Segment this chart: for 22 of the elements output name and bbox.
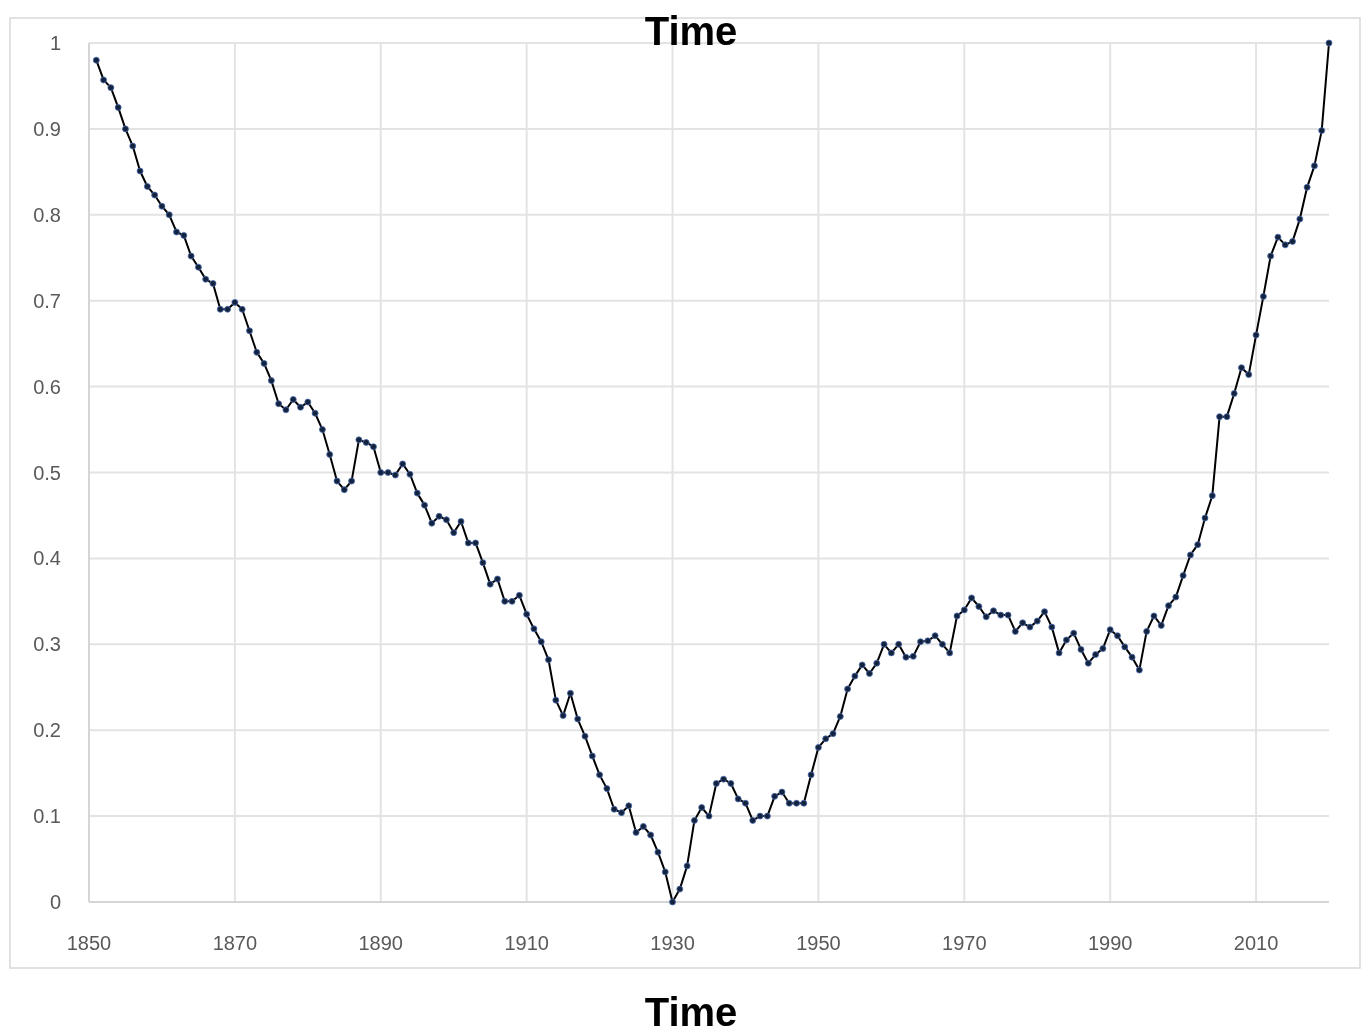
x-tick-label: 1950 [796,932,841,954]
y-tick-label: 0.2 [33,719,61,742]
y-tick-label: 0.8 [33,203,61,226]
x-tick-label: 1990 [1087,932,1133,954]
y-tick-label: 0.6 [33,375,61,398]
x-tick-label: 1890 [358,932,404,954]
x-tick-label: 2010 [1233,932,1279,954]
x-tick-label: 1870 [212,932,258,954]
x-tick-label: 1910 [504,932,549,954]
y-tick-label: 1 [49,32,61,54]
x-tick-label: 1930 [650,932,695,954]
x-axis-title: Time [644,990,738,1034]
y-tick-label: 0.1 [33,805,61,828]
y-tick-label: 0.5 [33,461,61,484]
y-tick-label: 0.7 [33,289,61,312]
y-tick-label: 0 [49,891,61,913]
y-tick-label: 0.3 [33,633,61,656]
y-tick-label: 0.9 [33,117,61,140]
chart-title: Time [644,9,738,53]
y-tick-label: 0.4 [33,547,61,570]
x-tick-label: 1970 [942,932,987,954]
x-tick-label: 1850 [66,932,112,954]
